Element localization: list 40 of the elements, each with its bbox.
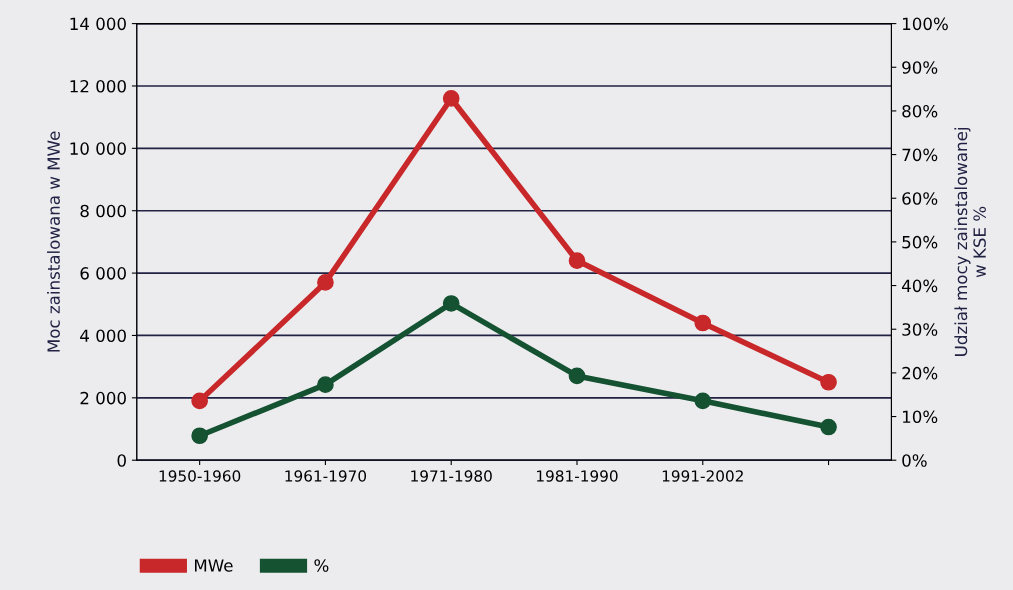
- y2-tick-label: 70%: [902, 148, 938, 162]
- y-tick-label: 8 000: [80, 204, 126, 218]
- y2-tick-label: 40%: [901, 279, 938, 293]
- y-tick-label: 12 000: [70, 79, 126, 93]
- x-tick-label: 1961-1970: [285, 470, 367, 482]
- y-tick-label: 6 000: [80, 267, 126, 280]
- y2-tick-label: 10%: [902, 410, 938, 424]
- point: [191, 392, 208, 410]
- x-tick-label: 1981-1990: [537, 470, 618, 482]
- point: [694, 392, 712, 410]
- y-axis-title: Moc zainstalowana w MWe: [47, 131, 60, 352]
- y2-tick-label: 60%: [902, 192, 938, 205]
- point: [568, 367, 586, 385]
- y-tick-label: 10 000: [70, 142, 126, 155]
- y2-tick-label: 90%: [902, 61, 938, 74]
- legend-label: MWe: [194, 559, 233, 572]
- y2-tick-label: 20%: [902, 366, 938, 380]
- y2-axis-title: Udział mocy zainstalowanej w KSE %: [954, 128, 986, 356]
- x-tick-label: 1991-2002: [662, 470, 743, 482]
- point: [568, 252, 586, 269]
- legend-label: %: [314, 559, 329, 572]
- y2-tick-label: 80%: [902, 104, 938, 118]
- point: [442, 295, 460, 312]
- point: [317, 376, 334, 394]
- point: [820, 373, 837, 391]
- point: [442, 90, 460, 107]
- x-tick-label: 1971-1980: [411, 470, 492, 482]
- point: [820, 418, 837, 436]
- y-tick-label: 14 000: [70, 17, 126, 31]
- point: [317, 274, 334, 291]
- point: [191, 427, 208, 445]
- x-tick-label: 1950-1960: [159, 470, 241, 482]
- y2-tick-label: 100%: [902, 17, 948, 31]
- y-tick-label: 4 000: [80, 329, 126, 343]
- y-tick-label: 2 000: [80, 391, 126, 405]
- y2-tick-label: 50%: [902, 235, 938, 249]
- y2-tick-label: 30%: [902, 323, 938, 336]
- y2-tick-label: 0%: [902, 454, 927, 467]
- point: [694, 314, 712, 332]
- y-tick-label: 0: [117, 454, 126, 467]
